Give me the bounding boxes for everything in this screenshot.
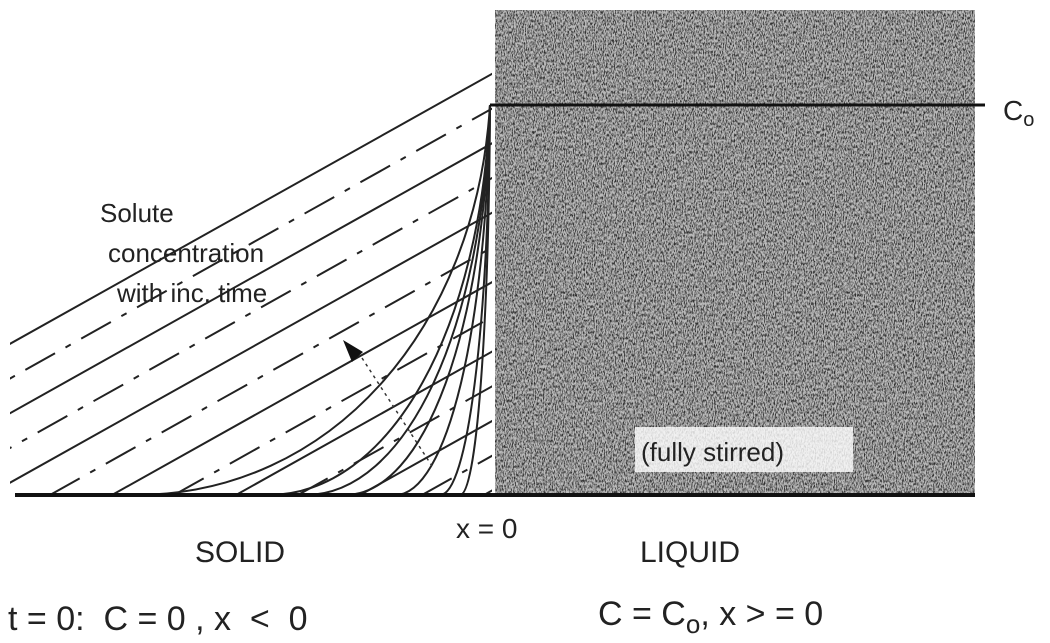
time-guide bbox=[361, 357, 433, 467]
concentration-curve bbox=[134, 104, 491, 496]
arrow-head bbox=[343, 340, 363, 362]
liquid-condition: C = Co, x > = 0 bbox=[598, 595, 823, 639]
concentration-curve bbox=[459, 104, 491, 496]
concentration-curve bbox=[394, 104, 491, 496]
solid-hatching bbox=[10, 72, 492, 495]
concentration-curves bbox=[134, 104, 491, 496]
hatch-line bbox=[111, 281, 492, 495]
concentration-curve bbox=[344, 104, 491, 496]
solid-condition: t = 0: C = 0 , x < 0 bbox=[8, 600, 308, 638]
solid-label: SOLID bbox=[195, 536, 285, 569]
hatch-line bbox=[10, 72, 492, 345]
hatch-line bbox=[10, 211, 492, 484]
liquid-note: (fully stirred) bbox=[641, 437, 784, 467]
concentration-curve bbox=[267, 104, 491, 496]
hatch-line bbox=[10, 142, 492, 415]
hatch-line bbox=[235, 350, 492, 495]
concentration-curve bbox=[304, 104, 491, 496]
level-label: Co bbox=[1003, 95, 1034, 131]
hatch-line bbox=[10, 176, 492, 450]
curve-label-line: with inc. time bbox=[116, 278, 267, 308]
interface-label: x = 0 bbox=[456, 513, 517, 544]
liquid-texture bbox=[495, 10, 975, 495]
curve-label-line: concentration bbox=[108, 238, 264, 268]
curve-label-line: Solute bbox=[100, 198, 174, 228]
note-backing bbox=[635, 427, 853, 472]
hatch-line bbox=[10, 107, 492, 380]
liquid-label: LIQUID bbox=[640, 536, 740, 569]
